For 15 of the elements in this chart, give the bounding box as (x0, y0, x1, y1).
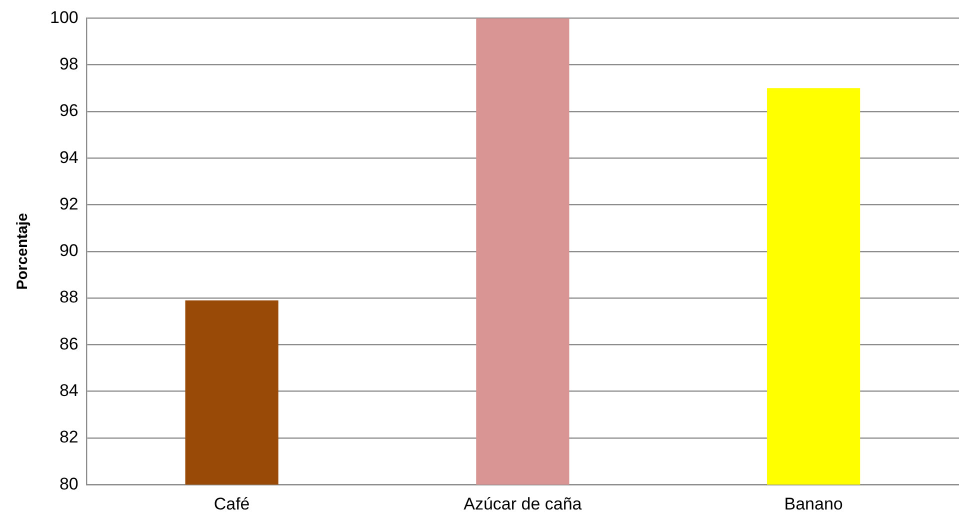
y-tick-label: 92 (59, 194, 78, 214)
y-axis-title: Porcentaje (14, 213, 32, 290)
y-tick-label: 80 (59, 474, 78, 494)
y-tick-label: 94 (59, 148, 78, 167)
y-tick-label: 100 (50, 8, 78, 27)
y-tick-label: 82 (59, 428, 78, 447)
y-tick-label: 86 (59, 334, 78, 354)
x-tick-label: Banano (784, 494, 843, 514)
y-tick-label: 88 (59, 288, 78, 307)
y-tick-label: 90 (59, 241, 78, 260)
y-tick-label: 98 (59, 54, 78, 74)
x-tick-label: Café (214, 494, 250, 514)
x-tick-label: Azúcar de caña (464, 494, 582, 514)
y-tick-label: 84 (59, 381, 78, 400)
y-tick-label: 96 (59, 101, 78, 120)
